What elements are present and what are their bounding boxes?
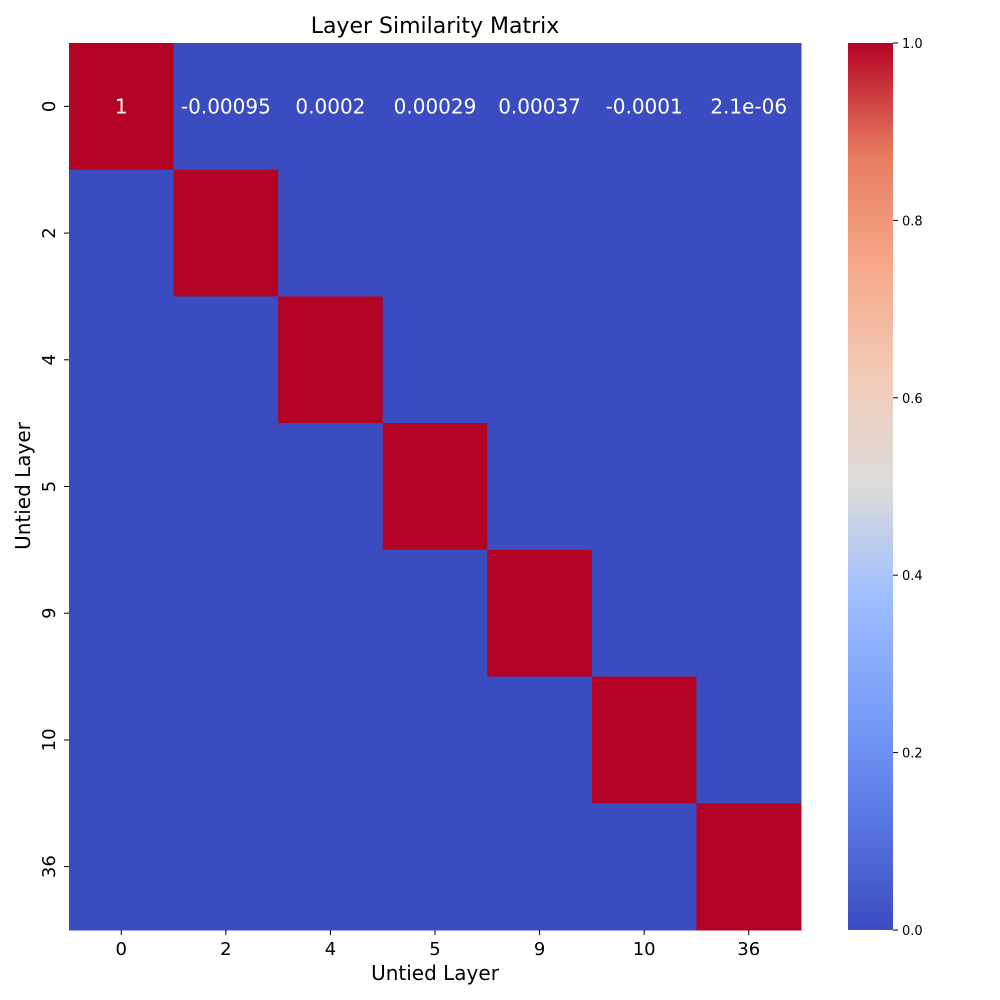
heatmap-cell: [696, 43, 802, 171]
heatmap-cell: [696, 549, 802, 678]
heatmap-cell: [173, 43, 279, 171]
heatmap-cell: [591, 803, 697, 931]
heatmap-cell: [69, 676, 175, 804]
heatmap-cell: [173, 423, 279, 551]
heatmap-cell: [69, 43, 175, 171]
heatmap-cell: [382, 169, 488, 297]
heatmap-cell: [278, 803, 384, 931]
colorbar-ticks: 0.0 0.2 0.4 0.6 0.8 1.0: [893, 37, 923, 939]
heatmap-cell: [278, 296, 384, 424]
colorbar-tick-label: 0.6: [902, 392, 923, 407]
colorbar-tick-label: 0.4: [902, 569, 923, 584]
colorbar-tick-label: 1.0: [902, 37, 923, 52]
heatmap-cell: [591, 296, 697, 424]
x-tick-label: 0: [116, 939, 127, 960]
y-axis-label: Untied Layer: [11, 421, 35, 550]
heatmap-cell: [69, 423, 175, 551]
heatmap-cell: [696, 423, 802, 551]
colorbar-tick-label: 0.2: [902, 747, 923, 762]
cell-annotations: 1 -0.00095 0.0002 0.00029 0.00037 -0.0001 2.1e…: [115, 94, 787, 118]
x-tick-label: 36: [737, 939, 760, 960]
heatmap-cell: [69, 549, 175, 678]
heatmap-cell: [487, 676, 593, 804]
cell-annotation: 1: [115, 94, 128, 118]
heatmap-cell: [696, 169, 802, 297]
heatmap-cell: [382, 803, 488, 931]
heatmap-cell: [591, 43, 697, 171]
heatmap-cell: [382, 296, 488, 424]
x-axis-label: Untied Layer: [371, 961, 500, 985]
heatmap-cell: [696, 296, 802, 424]
x-axis-ticks: 0 2 4 5 9 10 36: [116, 930, 760, 960]
heatmap-cell: [487, 803, 593, 931]
heatmap-cell: [487, 296, 593, 424]
cell-annotation: 0.00037: [498, 94, 581, 118]
colorbar-tick-label: 0.8: [902, 214, 923, 229]
heatmap-cell: [382, 549, 488, 678]
heatmap-cell: [278, 423, 384, 551]
heatmap-cell: [173, 169, 279, 297]
heatmap-cell: [69, 296, 175, 424]
heatmap-cell: [487, 169, 593, 297]
y-tick-label: 2: [39, 227, 60, 238]
y-tick-label: 0: [39, 101, 60, 112]
x-tick-label: 2: [220, 939, 231, 960]
heatmap-cell: [278, 169, 384, 297]
y-tick-label: 10: [39, 728, 60, 751]
heatmap-cell: [69, 803, 175, 931]
heatmap-cell: [173, 549, 279, 678]
y-tick-label: 5: [39, 481, 60, 492]
y-tick-label: 9: [39, 607, 60, 618]
heatmap-cell: [278, 676, 384, 804]
cell-annotation: -0.0001: [606, 94, 683, 118]
heatmap-cell: [696, 676, 802, 804]
heatmap-cell: [278, 549, 384, 678]
heatmap-cell: [487, 549, 593, 678]
x-tick-label: 5: [429, 939, 440, 960]
heatmap-cell: [69, 169, 175, 297]
heatmap-cell: [278, 43, 384, 171]
heatmap-cell: [382, 423, 488, 551]
colorbar: [848, 43, 893, 930]
heatmap-cell: [173, 676, 279, 804]
x-tick-label: 4: [325, 939, 336, 960]
heatmap-cell: [696, 803, 802, 931]
y-axis-ticks: 0 2 4 5 9 10 36: [39, 101, 69, 878]
heatmap-cell: [591, 676, 697, 804]
chart-title: Layer Similarity Matrix: [311, 14, 560, 39]
heatmap-cell: [382, 43, 488, 171]
y-tick-label: 36: [39, 855, 60, 878]
heatmap-cell: [487, 423, 593, 551]
x-tick-label: 10: [633, 939, 656, 960]
cell-annotation: 0.0002: [295, 94, 365, 118]
heatmap-cell: [591, 169, 697, 297]
heatmap-cell: [382, 676, 488, 804]
cell-annotation: 2.1e-06: [710, 94, 787, 118]
heatmap-cell: [173, 803, 279, 931]
x-tick-label: 9: [534, 939, 545, 960]
heatmap-cell: [591, 423, 697, 551]
heatmap-cell: [487, 43, 593, 171]
heatmap-cells: [69, 43, 802, 931]
heatmap-cell: [591, 549, 697, 678]
cell-annotation: 0.00029: [394, 94, 477, 118]
cell-annotation: -0.00095: [181, 94, 271, 118]
heatmap-cell: [173, 296, 279, 424]
y-tick-label: 4: [39, 354, 60, 365]
colorbar-tick-label: 0.0: [902, 924, 923, 939]
